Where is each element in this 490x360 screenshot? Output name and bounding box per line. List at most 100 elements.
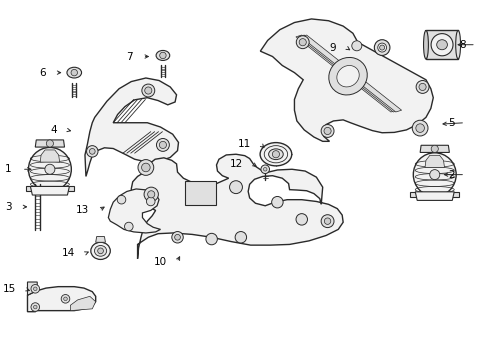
Circle shape: [138, 159, 154, 175]
Circle shape: [160, 52, 166, 59]
Circle shape: [174, 234, 180, 240]
Polygon shape: [85, 78, 178, 176]
Polygon shape: [27, 287, 96, 312]
Ellipse shape: [269, 149, 283, 159]
Circle shape: [416, 81, 429, 93]
Ellipse shape: [28, 148, 72, 191]
Circle shape: [296, 36, 309, 49]
Polygon shape: [30, 186, 70, 195]
Circle shape: [64, 297, 67, 301]
Text: 10: 10: [154, 257, 167, 267]
Text: 2: 2: [448, 170, 455, 180]
Polygon shape: [185, 181, 216, 205]
Polygon shape: [426, 30, 458, 59]
Ellipse shape: [413, 153, 456, 197]
Circle shape: [172, 231, 183, 243]
Circle shape: [321, 215, 334, 228]
Polygon shape: [27, 282, 37, 295]
Polygon shape: [420, 145, 449, 152]
Circle shape: [272, 150, 279, 158]
Ellipse shape: [437, 40, 447, 50]
Circle shape: [31, 284, 40, 293]
Ellipse shape: [456, 30, 461, 59]
Circle shape: [419, 84, 426, 90]
Text: 4: 4: [50, 125, 57, 135]
Text: 11: 11: [237, 139, 250, 149]
Ellipse shape: [95, 246, 107, 256]
Circle shape: [430, 170, 440, 180]
Polygon shape: [425, 155, 444, 167]
Ellipse shape: [423, 30, 428, 59]
Circle shape: [71, 69, 77, 76]
Polygon shape: [298, 35, 399, 112]
Circle shape: [124, 222, 133, 231]
Circle shape: [142, 84, 155, 97]
Circle shape: [98, 248, 103, 254]
Circle shape: [264, 167, 267, 171]
Circle shape: [321, 125, 334, 138]
Polygon shape: [411, 192, 459, 197]
Polygon shape: [296, 35, 397, 112]
Text: 6: 6: [39, 68, 46, 78]
Circle shape: [299, 39, 306, 46]
Text: 15: 15: [2, 284, 16, 294]
Ellipse shape: [156, 50, 170, 60]
Polygon shape: [260, 19, 433, 141]
Circle shape: [61, 294, 70, 303]
Text: 14: 14: [62, 248, 75, 258]
Circle shape: [47, 140, 53, 147]
Circle shape: [235, 231, 246, 243]
Text: 9: 9: [330, 42, 336, 53]
Polygon shape: [25, 186, 74, 192]
Polygon shape: [40, 150, 60, 162]
Circle shape: [159, 141, 167, 149]
Polygon shape: [71, 296, 96, 311]
Text: 8: 8: [459, 40, 466, 50]
Text: 3: 3: [5, 202, 12, 212]
Circle shape: [261, 165, 270, 174]
Polygon shape: [415, 192, 454, 201]
Circle shape: [229, 181, 243, 194]
Circle shape: [416, 124, 424, 132]
Ellipse shape: [260, 143, 292, 166]
Ellipse shape: [329, 58, 368, 95]
Circle shape: [206, 233, 218, 245]
Circle shape: [324, 127, 331, 135]
Circle shape: [352, 41, 362, 51]
Circle shape: [380, 45, 385, 50]
Circle shape: [156, 139, 170, 151]
Circle shape: [145, 87, 152, 94]
Polygon shape: [131, 154, 343, 259]
Ellipse shape: [431, 33, 453, 56]
Polygon shape: [35, 140, 65, 147]
Ellipse shape: [378, 43, 387, 52]
Circle shape: [412, 120, 428, 136]
Circle shape: [144, 187, 158, 202]
Ellipse shape: [337, 66, 359, 87]
Polygon shape: [108, 189, 161, 233]
Polygon shape: [96, 237, 105, 242]
Circle shape: [296, 213, 308, 225]
Ellipse shape: [374, 40, 390, 55]
Circle shape: [271, 197, 283, 208]
Text: 12: 12: [229, 159, 243, 169]
Circle shape: [117, 195, 126, 204]
Text: 7: 7: [126, 51, 133, 62]
Circle shape: [89, 149, 95, 154]
Circle shape: [147, 197, 155, 206]
Circle shape: [142, 163, 150, 172]
Circle shape: [31, 303, 40, 311]
Polygon shape: [301, 35, 402, 112]
Circle shape: [324, 218, 331, 224]
Circle shape: [147, 191, 155, 198]
Circle shape: [33, 305, 37, 309]
Circle shape: [45, 164, 55, 174]
Text: 13: 13: [75, 206, 89, 215]
Text: 1: 1: [5, 164, 12, 174]
Circle shape: [87, 146, 98, 157]
Circle shape: [33, 287, 37, 291]
Circle shape: [431, 145, 439, 152]
Ellipse shape: [91, 242, 110, 260]
Text: 5: 5: [448, 118, 455, 128]
Ellipse shape: [67, 67, 81, 78]
